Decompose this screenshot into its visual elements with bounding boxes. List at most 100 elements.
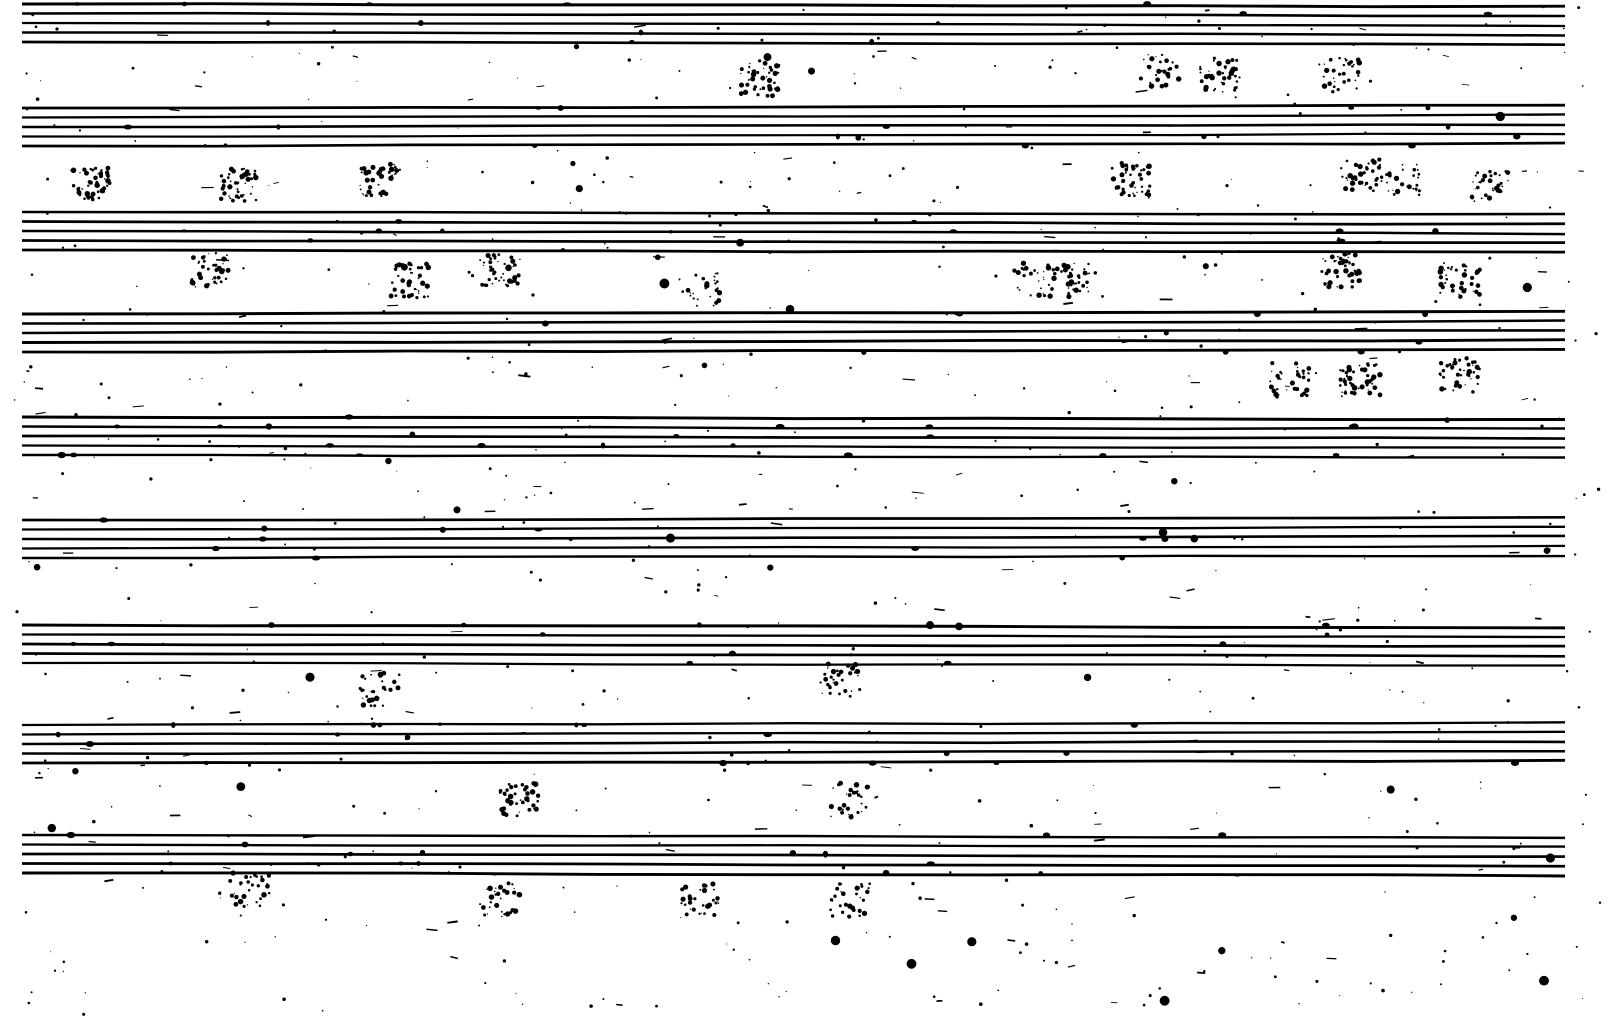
ink-speck: [186, 239, 189, 242]
ink-speck: [1230, 58, 1235, 63]
ink-speck: [851, 647, 855, 651]
ink-speck: [1474, 188, 1476, 190]
ink-speck: [1369, 661, 1371, 663]
ink-speck: [1412, 187, 1415, 190]
note-head: [325, 443, 335, 448]
ink-speck: [535, 449, 537, 451]
ink-speck: [1305, 393, 1309, 398]
ink-speck: [483, 261, 486, 264]
ink-speck: [1501, 453, 1505, 456]
ink-speck: [709, 295, 712, 298]
ink-speck: [1445, 364, 1450, 368]
ink-speck: [1507, 179, 1509, 182]
ink-speck: [1170, 451, 1173, 453]
ink-speck: [1474, 289, 1479, 294]
ink-speck: [1174, 64, 1179, 69]
ink-speck: [829, 908, 832, 912]
ink-speck: [105, 165, 111, 171]
ink-speck: [1376, 165, 1382, 170]
ink-speck: [872, 55, 875, 58]
ink-speck: [1416, 168, 1419, 171]
ink-speck: [1235, 58, 1239, 62]
ink-speck: [1119, 172, 1125, 178]
ink-speck: [1132, 192, 1134, 195]
ink-speck: [1542, 5, 1545, 9]
ink-speck: [229, 180, 232, 183]
ink-speck: [1453, 358, 1457, 361]
ink-speck: [1043, 278, 1045, 281]
note-head: [418, 19, 424, 27]
ink-speck: [1216, 135, 1220, 139]
ink-speck: [1203, 84, 1209, 91]
ink-speck: [1393, 619, 1396, 622]
ink-speck: [1208, 76, 1211, 79]
ink-speck: [888, 174, 892, 178]
ink-speck: [1469, 282, 1474, 286]
ink-speck: [1358, 364, 1361, 367]
note-head: [911, 545, 920, 552]
note-head: [728, 650, 736, 657]
ink-stroke: [1077, 30, 1083, 34]
ink-speck: [84, 170, 89, 176]
ink-stroke: [302, 835, 316, 839]
ink-speck: [714, 300, 719, 305]
ink-speck: [489, 257, 493, 261]
ink-speck: [748, 66, 751, 69]
ink-speck: [254, 198, 258, 202]
staff-line: [21, 210, 1566, 216]
ink-speck: [1067, 291, 1070, 295]
ink-speck: [629, 834, 633, 838]
ink-speck: [522, 521, 526, 524]
staff-line: [21, 309, 1566, 316]
ink-speck: [1233, 88, 1237, 92]
ink-speck: [1064, 6, 1068, 10]
ink-speck: [713, 275, 716, 278]
ink-speck: [1217, 26, 1221, 31]
ink-speck: [1540, 424, 1544, 428]
ink-speck: [787, 177, 791, 181]
ink-speck: [564, 461, 566, 464]
ink-speck: [962, 107, 966, 111]
ink-speck: [580, 209, 583, 211]
ink-speck: [218, 196, 224, 202]
ink-speck: [765, 93, 770, 98]
ink-speck: [759, 88, 762, 91]
ink-speck: [588, 425, 591, 428]
ink-speck: [745, 82, 750, 87]
note-head: [1324, 632, 1330, 637]
ink-speck: [1441, 959, 1445, 963]
ink-speck: [1421, 608, 1425, 612]
ink-speck: [832, 681, 834, 684]
ink-speck: [306, 862, 310, 865]
ink-speck: [967, 937, 977, 947]
ink-speck: [849, 653, 853, 657]
ink-speck: [481, 905, 486, 910]
staff-4: [21, 309, 1566, 354]
note-head: [73, 2, 81, 6]
ink-speck: [1087, 262, 1090, 266]
ink-speck: [453, 506, 461, 514]
ink-speck: [248, 172, 251, 176]
ink-speck: [520, 800, 525, 805]
ink-speck: [992, 679, 995, 683]
ink-speck: [1444, 281, 1447, 285]
note-head: [949, 229, 957, 233]
ink-speck: [1364, 184, 1366, 187]
ink-speck: [1298, 111, 1302, 115]
ink-speck: [1349, 271, 1355, 277]
ink-speck: [1047, 283, 1051, 287]
ink-speck: [1367, 379, 1372, 384]
ink-speck: [1360, 171, 1363, 174]
ink-speck: [1261, 35, 1263, 38]
ink-speck: [1440, 983, 1442, 986]
ink-speck: [848, 814, 854, 820]
ink-speck: [305, 672, 315, 682]
ink-speck: [448, 870, 450, 873]
ink-speck: [377, 671, 384, 678]
ink-speck: [734, 212, 738, 217]
ink-speck: [1216, 812, 1218, 814]
ink-speck: [502, 959, 507, 963]
note-head: [1163, 330, 1169, 336]
ink-speck: [1355, 69, 1361, 75]
ink-speck: [1055, 908, 1058, 911]
